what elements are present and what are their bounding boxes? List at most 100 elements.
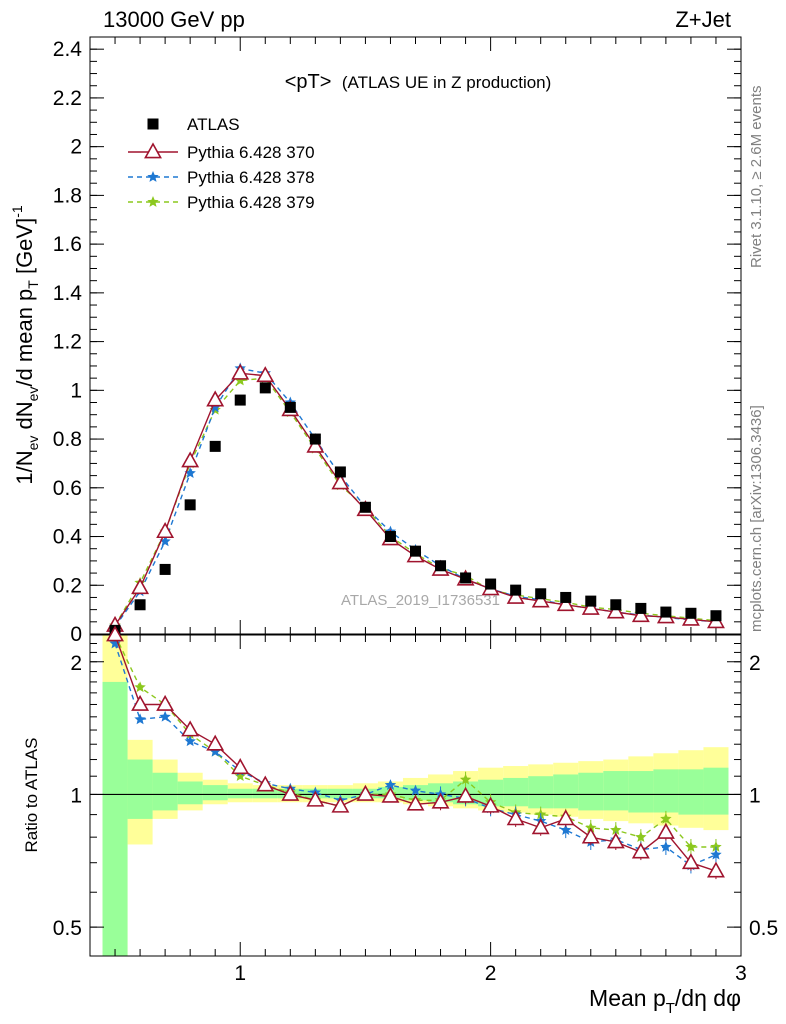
ratio-point-pythia-6-428-370 [181,720,200,737]
data-point-atlas [435,560,447,572]
legend-marker-pythia-6-428-370 [144,142,162,159]
ratio-point-pythia-6-428-379 [610,824,622,835]
series-line-pythia-6-428-379 [114,377,717,626]
legend-label-pythia-6-428-378: Pythia 6.428 378 [187,168,315,187]
ratio-point-pythia-6-428-378 [409,784,422,796]
x-tick-label: 2 [485,962,497,985]
ratio-point-pythia-6-428-379 [710,840,722,852]
main-data-layer [106,362,725,636]
ratio-y-tick-label-left: 1 [70,784,82,807]
data-point-atlas [359,501,371,513]
ratio-band-inner [528,776,554,809]
legend-marker-pythia-6-428-378 [147,171,159,182]
x-tick-label: 1 [234,962,246,985]
data-point-pythia-6-428-370 [556,595,575,612]
data-point-pythia-6-428-378 [209,401,221,413]
series-line-pythia-6-428-370 [114,372,717,626]
legend-label-pythia-6-428-370: Pythia 6.428 370 [187,143,315,162]
ratio-point-pythia-6-428-378 [209,745,221,757]
ratio-point-pythia-6-428-370 [606,832,625,849]
ratio-point-pythia-6-428-378 [710,848,722,860]
main-panel: 0 0.2 0.4 0.6 0.8 1 1.2 1.4 1.6 1.8 2 2.2 2.4 [53,36,742,646]
ratio-y-tick-label-right: 0.5 [749,917,778,940]
ratio-point-pythia-6-428-379 [459,773,472,785]
ratio-line-pythia-6-428-378 [114,643,717,867]
data-point-pythia-6-428-370 [606,602,625,619]
ratio-band-inner [578,772,604,811]
chart-title: <pT> (ATLAS UE in Z production) [285,71,552,93]
main-y-tick-label: 0 [70,623,82,646]
data-point-atlas [410,545,421,557]
main-y-tick-label: 1.8 [53,184,82,207]
ratio-band-inner [252,788,278,799]
data-point-atlas [485,578,497,590]
ratio-point-pythia-6-428-379 [585,821,597,833]
data-point-atlas [635,602,647,614]
data-point-atlas [159,563,171,575]
ratio-band-inner [503,777,529,807]
data-point-pythia-6-428-370 [206,390,225,407]
legend-marker-atlas [147,118,159,130]
ratio-panel: 0.5 0.5 1 1 2 2 1 2 3 [53,634,778,985]
data-point-atlas [510,584,522,596]
ratio-point-pythia-6-428-370 [256,775,275,792]
data-point-atlas [660,606,672,618]
ratio-point-pythia-6-428-379 [134,681,146,693]
ratio-y-tick-label-right: 2 [749,652,761,675]
ratio-point-pythia-6-428-370 [381,786,400,803]
ratio-point-pythia-6-428-378 [660,840,672,852]
ratio-y-axis-label: Ratio to ATLAS [22,738,41,853]
ratio-band-inner [227,788,253,799]
main-y-tick-label: 1 [70,379,82,402]
ratio-point-pythia-6-428-370 [406,794,425,811]
legend-label-pythia-6-428-379: Pythia 6.428 379 [187,193,315,212]
data-point-atlas [585,595,597,607]
ratio-band-inner [177,781,203,805]
data-point-atlas [334,466,346,478]
ratio-line-pythia-6-428-370 [114,634,717,872]
main-y-tick-label: 0.8 [53,428,82,451]
main-y-tick-label: 0.4 [53,526,83,549]
rivet-side-label: Rivet 3.1.10, ≥ 2.6M events [748,86,765,269]
ratio-y-tick-label-right: 1 [749,784,761,807]
series-line-pythia-6-428-378 [114,367,717,628]
main-y-tick-label: 2.4 [53,38,83,61]
ratio-point-pythia-6-428-378 [184,735,196,747]
legend: ATLAS Pythia 6.428 370 Pythia 6.428 378 Pyt… [128,115,315,212]
data-point-pythia-6-428-370 [306,436,325,453]
data-point-pythia-6-428-378 [184,467,196,479]
ratio-band-inner [653,769,679,813]
data-point-pythia-6-428-370 [256,366,275,383]
ratio-point-pythia-6-428-370 [131,694,150,711]
analysis-watermark: ATLAS_2019_I1736531 [341,592,500,609]
ratio-point-pythia-6-428-370 [331,796,350,813]
ratio-point-pythia-6-428-370 [106,625,125,642]
ratio-data-layer [106,625,725,880]
ratio-point-pythia-6-428-370 [506,809,525,826]
ratio-uncertainty-bands [102,635,729,956]
ratio-y-tick-label-left: 0.5 [53,917,82,940]
ratio-point-pythia-6-428-370 [456,786,475,803]
ratio-point-pythia-6-428-379 [685,840,697,852]
legend-marker-pythia-6-428-379 [147,196,159,207]
data-point-pythia-6-428-370 [156,522,175,539]
chart-title-main: <pT> [285,71,332,93]
main-y-tick-label: 1.2 [53,331,82,354]
ratio-point-pythia-6-428-370 [306,790,325,807]
main-y-tick-label: 1.4 [53,282,83,305]
ratio-point-pythia-6-428-379 [660,812,672,824]
data-point-pythia-6-428-370 [631,606,650,623]
data-point-pythia-6-428-370 [581,598,600,615]
ratio-point-pythia-6-428-370 [231,758,250,775]
ratio-band-inner [102,681,128,956]
ratio-band-inner [553,774,579,809]
data-point-atlas [309,433,321,445]
data-point-atlas [234,394,246,406]
data-point-atlas [284,401,296,413]
main-y-axis-label: 1/Nev dNev/d mean pT [GeV]-1 [9,205,41,485]
ratio-band-inner [703,767,729,815]
x-axis-label: Mean pT/dη dφ [589,985,741,1017]
ratio-point-pythia-6-428-370 [706,861,725,878]
data-point-atlas [685,607,697,619]
